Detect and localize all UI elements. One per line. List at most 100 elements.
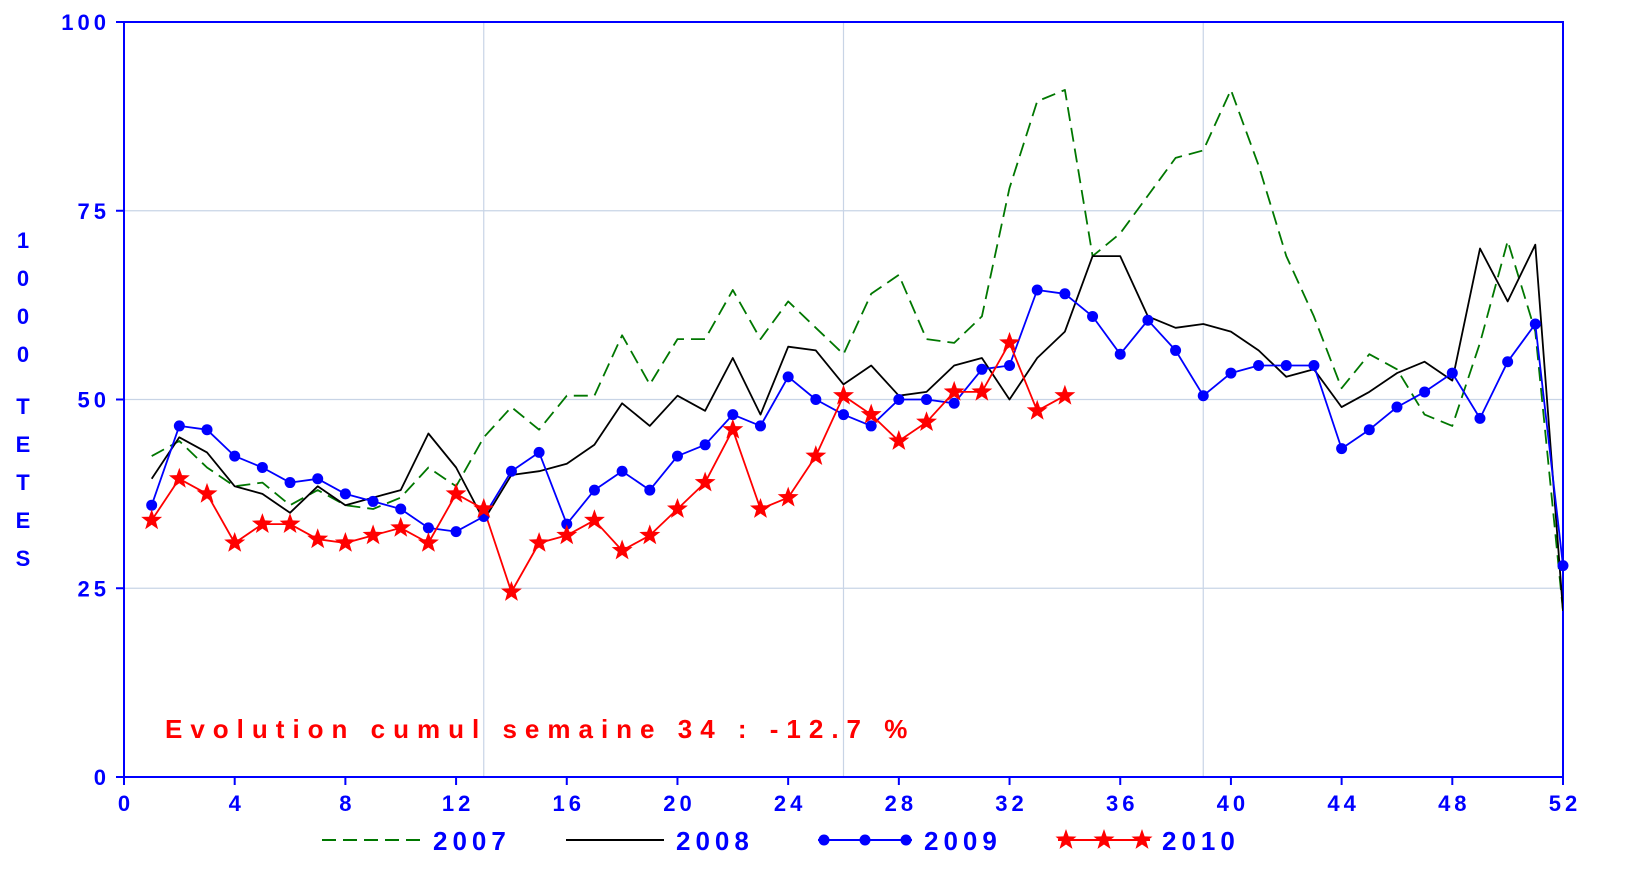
- point-2010: [1026, 399, 1048, 420]
- point-2009: [229, 450, 241, 462]
- point-2009: [727, 409, 739, 421]
- x-tick-label: 12: [442, 791, 474, 816]
- y-tick-label: 0: [94, 765, 110, 790]
- legend-marker: [1131, 829, 1153, 849]
- point-2010: [888, 430, 910, 450]
- x-tick-label: 48: [1438, 791, 1470, 816]
- y-label-char: 0: [17, 304, 29, 329]
- x-tick-label: 16: [553, 791, 585, 816]
- point-2009: [644, 484, 656, 496]
- point-2010: [860, 403, 882, 424]
- point-2010: [805, 445, 827, 465]
- y-label-char: T: [16, 470, 30, 495]
- point-2010: [971, 380, 993, 401]
- point-2009: [1087, 310, 1099, 322]
- series-line-2007: [151, 89, 1563, 611]
- x-tick-label: 44: [1327, 791, 1359, 816]
- point-2009: [1142, 314, 1154, 326]
- point-2010: [611, 539, 633, 560]
- legend-item-2010: 2010: [1055, 826, 1240, 856]
- x-axis: 0 4 8 12 16 20 24 28 32 36 40 44 48 52: [118, 777, 1581, 816]
- point-2010: [307, 528, 329, 549]
- point-2009: [561, 518, 573, 530]
- point-2010: [556, 524, 578, 545]
- legend-marker: [1093, 829, 1115, 849]
- point-2010: [777, 486, 799, 507]
- legend-label: 2009: [924, 826, 1002, 856]
- x-tick-label: 20: [663, 791, 695, 816]
- point-2009: [173, 420, 185, 432]
- legend-marker: [1055, 829, 1077, 849]
- point-2009: [256, 461, 268, 473]
- series-line-2008: [150, 243, 1563, 611]
- legend-label: 2010: [1162, 826, 1240, 856]
- point-2010: [279, 513, 301, 533]
- point-2009: [1197, 390, 1209, 402]
- point-2010: [473, 498, 495, 518]
- point-2010: [722, 418, 744, 439]
- y-label-char: E: [16, 432, 31, 457]
- point-2009: [948, 397, 960, 409]
- point-2009: [782, 371, 794, 383]
- point-2010: [639, 524, 661, 545]
- series-layer: [150, 89, 1563, 611]
- point-2009: [1225, 367, 1237, 379]
- legend-item-2009: 2009: [818, 826, 1002, 856]
- x-tick-label: 52: [1549, 791, 1581, 816]
- point-2009: [1446, 367, 1458, 379]
- point-2010: [417, 532, 439, 552]
- annotation: Evolution cumul semaine 34 : -12.7 %: [165, 714, 915, 744]
- x-tick-label: 8: [339, 791, 355, 816]
- point-2009: [146, 499, 158, 511]
- y-tick-label: 25: [78, 576, 110, 601]
- point-2010: [694, 471, 716, 492]
- x-tick-label: 4: [229, 791, 245, 816]
- point-2010: [168, 467, 190, 488]
- y-label-char: 0: [17, 266, 29, 291]
- point-2009: [1004, 360, 1016, 372]
- legend-label: 2007: [433, 826, 511, 856]
- y-label-char: 0: [17, 342, 29, 367]
- point-2009: [1280, 360, 1292, 372]
- point-2009: [1419, 386, 1431, 398]
- y-label-char: E: [16, 508, 31, 533]
- point-2009: [893, 394, 905, 405]
- point-2010: [501, 581, 522, 601]
- point-2009: [422, 522, 434, 534]
- y-axis: 0 25 50 75 100: [61, 10, 124, 790]
- point-2009: [976, 363, 988, 375]
- legend-marker: [818, 834, 830, 846]
- legend: 2007 2008 2009 2010: [322, 826, 1240, 856]
- point-2009: [1336, 443, 1348, 455]
- point-2009: [1474, 412, 1486, 424]
- point-2009: [1363, 424, 1375, 436]
- point-2009: [395, 503, 407, 515]
- x-tick-label: 32: [995, 791, 1027, 816]
- point-2009: [505, 465, 517, 477]
- point-2010: [334, 532, 356, 552]
- point-2009: [1170, 344, 1182, 356]
- legend-marker: [900, 834, 912, 846]
- point-2010: [362, 524, 384, 545]
- y-label-char: 1: [17, 228, 29, 253]
- point-2009: [533, 446, 545, 458]
- point-2010: [943, 380, 965, 401]
- point-2010: [528, 532, 550, 552]
- point-2010: [833, 384, 854, 405]
- point-2009: [367, 495, 379, 507]
- markers-layer: [141, 284, 1569, 601]
- legend-marker: [859, 834, 871, 846]
- point-2009: [616, 465, 628, 477]
- point-2010: [141, 509, 163, 530]
- point-2009: [450, 526, 462, 538]
- point-2009: [865, 420, 877, 432]
- point-2009: [1114, 348, 1126, 360]
- point-2009: [921, 394, 933, 405]
- point-2009: [838, 409, 849, 421]
- point-2010: [196, 482, 218, 503]
- x-tick-label: 40: [1217, 791, 1249, 816]
- point-2009: [1557, 560, 1569, 572]
- point-2009: [671, 450, 683, 462]
